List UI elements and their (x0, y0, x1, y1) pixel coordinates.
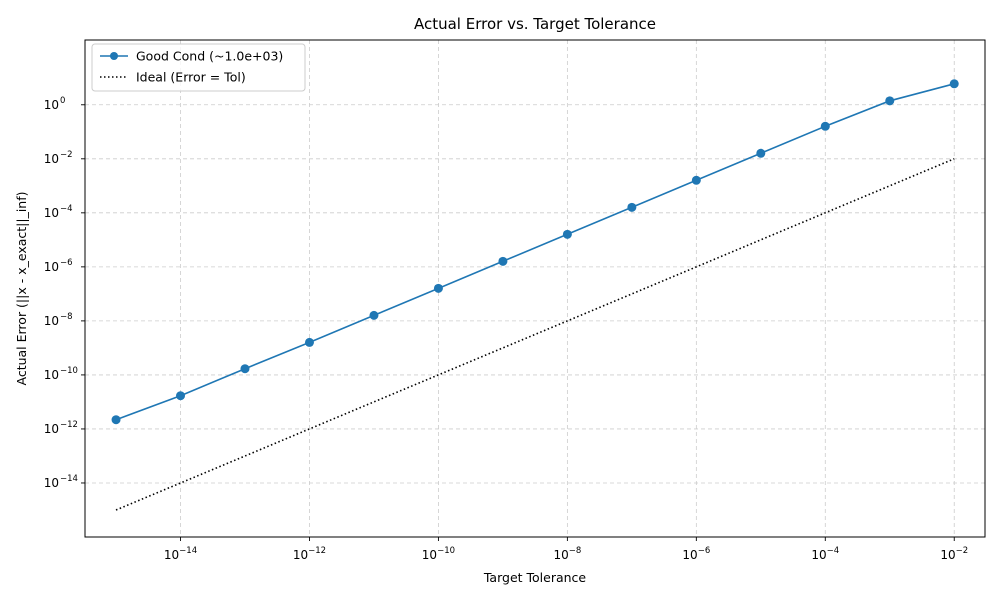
plot-frame (84, 39, 986, 538)
series-line-1 (115, 158, 955, 511)
chart-title: Actual Error vs. Target Tolerance (414, 15, 656, 33)
legend-label-ideal: Ideal (Error = Tol) (136, 70, 246, 85)
x-axis-label: Target Tolerance (483, 570, 587, 585)
data-point (885, 96, 895, 106)
y-tick-label: 10 (44, 206, 59, 220)
y-tick-exponent: −12 (60, 420, 78, 430)
y-tick-label: 10 (44, 476, 59, 490)
data-point (949, 79, 959, 89)
data-point (820, 121, 830, 131)
x-tick-label: 10−8 (553, 546, 581, 562)
x-tick-label: 10−6 (682, 546, 710, 562)
y-tick-exponent: −14 (60, 474, 78, 484)
data-point (627, 202, 637, 212)
x-tick-label: 10−2 (940, 546, 968, 562)
y-tick-exponent: 0 (60, 96, 65, 106)
legend-box (91, 43, 306, 92)
series-layer (111, 79, 959, 511)
legend: Good Cond (~1.0e+03) Ideal (Error = Tol) (91, 43, 306, 92)
data-point (240, 364, 250, 374)
y-tick-exponent: −4 (60, 204, 73, 214)
y-tick-label: 10 (44, 260, 59, 274)
y-tick-label: 10 (44, 422, 59, 436)
y-axis-label: Actual Error (||x - x_exact||_inf) (14, 191, 29, 385)
data-point (304, 337, 314, 347)
y-tick-label: 10 (44, 152, 59, 166)
data-point (433, 283, 443, 293)
x-tick-label: 10−14 (164, 546, 197, 562)
legend-label-good-cond: Good Cond (~1.0e+03) (136, 49, 283, 64)
y-tick-exponent: −2 (60, 150, 73, 160)
y-tick-label: 10 (44, 98, 59, 112)
y-tick-label: 10 (44, 368, 59, 382)
series-line-0 (115, 83, 955, 421)
data-point (498, 256, 508, 266)
legend-marker-good-cond (110, 52, 118, 60)
x-tick-label: 10−10 (422, 546, 455, 562)
data-point (369, 310, 379, 320)
x-tick-label: 10−4 (811, 546, 839, 562)
data-point (176, 391, 186, 401)
y-tick-exponent: −8 (60, 312, 73, 322)
data-point (111, 415, 121, 425)
y-tick-exponent: −6 (60, 258, 73, 268)
y-tick-label: 10 (44, 314, 59, 328)
x-tick-label: 10−12 (293, 546, 326, 562)
data-point (562, 229, 572, 239)
data-point (691, 175, 701, 185)
data-point (756, 148, 766, 158)
y-tick-exponent: −10 (60, 366, 78, 376)
